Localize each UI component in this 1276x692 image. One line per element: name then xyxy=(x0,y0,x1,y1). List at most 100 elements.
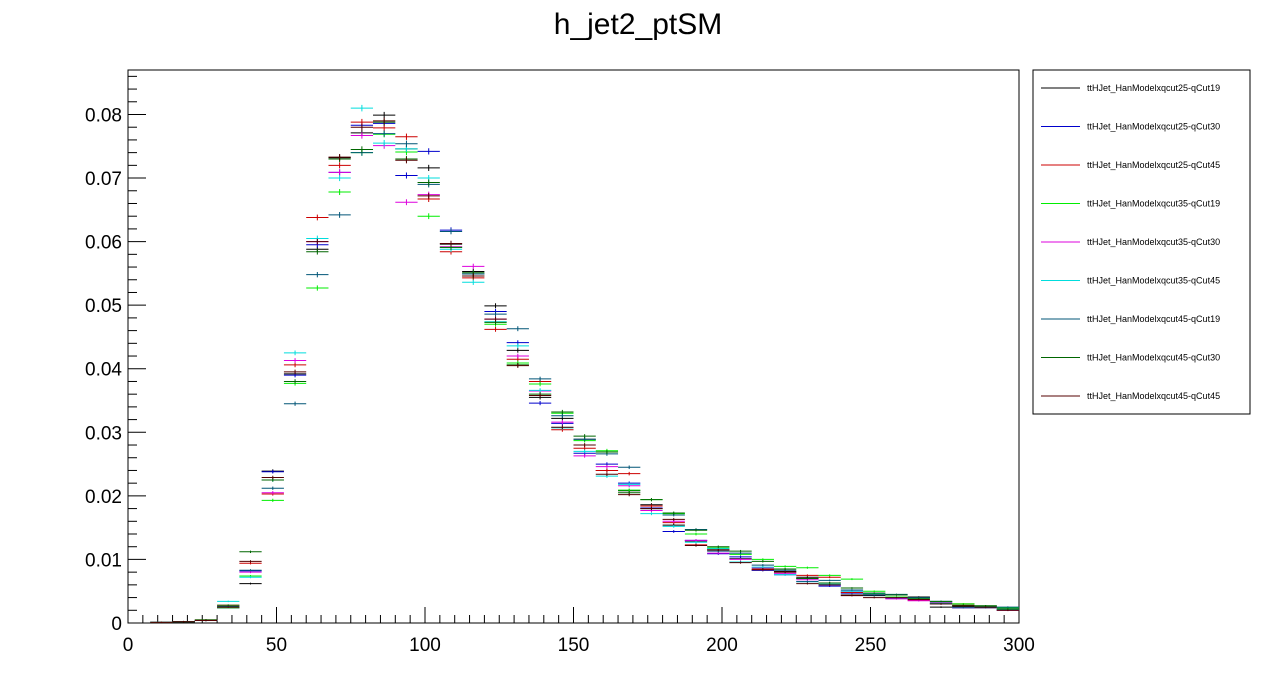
data-point xyxy=(818,583,841,586)
data-point xyxy=(328,212,351,218)
data-point xyxy=(239,562,262,565)
data-point xyxy=(506,347,529,353)
data-point xyxy=(640,498,663,502)
data-point xyxy=(640,507,663,511)
data-point xyxy=(395,199,418,206)
legend-entry: ttHJet_HanModelxqcut45-qCut30 xyxy=(1041,353,1220,363)
data-point xyxy=(350,146,374,153)
data-point xyxy=(796,580,819,583)
data-point xyxy=(528,388,552,393)
series-8 xyxy=(150,118,1019,623)
data-point xyxy=(595,450,619,454)
data-point xyxy=(796,574,819,577)
data-point xyxy=(328,175,351,182)
data-point xyxy=(217,600,240,603)
data-point xyxy=(863,594,886,596)
y-tick-label: 0.03 xyxy=(85,423,122,444)
x-tick-label: 50 xyxy=(266,635,287,656)
data-point xyxy=(439,228,463,235)
data-point xyxy=(751,560,774,563)
data-point xyxy=(773,567,797,571)
data-point xyxy=(929,606,953,608)
data-point xyxy=(373,124,396,132)
data-point xyxy=(840,594,864,597)
data-point xyxy=(684,532,708,536)
y-tick-label: 0.07 xyxy=(85,169,122,190)
data-point xyxy=(217,604,240,606)
data-point xyxy=(684,544,708,547)
data-point xyxy=(239,569,262,572)
data-point xyxy=(952,606,975,609)
data-point xyxy=(417,192,440,199)
data-point xyxy=(796,582,819,585)
data-point xyxy=(595,464,619,469)
data-point xyxy=(528,400,552,406)
data-point xyxy=(462,279,485,285)
data-point xyxy=(707,548,730,552)
data-point xyxy=(350,124,374,131)
data-point xyxy=(306,271,329,278)
data-point xyxy=(618,471,641,476)
series-9 xyxy=(150,117,1019,623)
legend-label: ttHJet_HanModelxqcut25-qCut30 xyxy=(1087,122,1220,132)
data-point xyxy=(439,240,463,247)
data-point xyxy=(239,560,262,563)
data-point xyxy=(907,597,930,599)
x-tick-label: 200 xyxy=(706,635,738,656)
data-point xyxy=(283,362,307,368)
x-tick-label: 250 xyxy=(855,635,887,656)
legend-label: ttHJet_HanModelxqcut35-qCut45 xyxy=(1087,276,1220,286)
data-point xyxy=(751,565,774,569)
data-point xyxy=(306,214,329,221)
data-point xyxy=(818,579,841,582)
data-point xyxy=(952,605,975,607)
data-point xyxy=(551,425,574,430)
data-point xyxy=(261,498,284,502)
data-point xyxy=(306,238,329,245)
data-point xyxy=(662,517,685,521)
data-point xyxy=(350,104,374,112)
data-point xyxy=(484,303,507,309)
data-point xyxy=(640,512,663,516)
legend-entry: ttHJet_HanModelxqcut45-qCut45 xyxy=(1041,391,1220,401)
data-point xyxy=(885,594,908,596)
data-point xyxy=(261,491,284,495)
data-point xyxy=(974,606,997,608)
data-point xyxy=(573,449,596,454)
data-point xyxy=(818,576,841,579)
x-tick-label: 150 xyxy=(558,635,590,656)
data-point xyxy=(907,598,930,601)
data-point xyxy=(729,561,752,564)
data-point xyxy=(818,574,841,577)
data-point xyxy=(506,353,529,359)
data-point xyxy=(239,550,262,554)
data-point xyxy=(528,381,552,387)
data-point xyxy=(150,621,173,623)
data-point xyxy=(662,511,685,515)
data-point xyxy=(462,263,485,270)
data-point xyxy=(283,369,307,375)
data-point xyxy=(506,363,529,368)
data-point xyxy=(484,311,507,317)
x-axis: 0 50 100 150 200 250 300 xyxy=(123,607,1035,656)
data-point xyxy=(283,379,307,384)
y-tick-label: 0.08 xyxy=(85,105,122,126)
data-point xyxy=(528,376,552,382)
data-point xyxy=(261,469,284,474)
y-tick-label: 0.04 xyxy=(85,360,122,381)
data-point xyxy=(239,582,262,585)
data-point xyxy=(573,443,596,447)
data-point xyxy=(328,169,351,176)
data-point xyxy=(484,326,507,332)
legend-entry: ttHJet_HanModelxqcut25-qCut30 xyxy=(1041,122,1220,132)
data-point xyxy=(929,600,953,603)
legend-label: ttHJet_HanModelxqcut45-qCut45 xyxy=(1087,391,1220,401)
data-point xyxy=(306,285,329,291)
data-point xyxy=(328,153,351,161)
data-point xyxy=(863,592,886,594)
chart-title: h_jet2_ptSM xyxy=(554,8,722,41)
data-point xyxy=(261,475,284,480)
legend-entry: ttHJet_HanModelxqcut25-qCut19 xyxy=(1041,83,1220,93)
data-point xyxy=(796,566,819,569)
legend-label: ttHJet_HanModelxqcut25-qCut19 xyxy=(1087,83,1220,93)
